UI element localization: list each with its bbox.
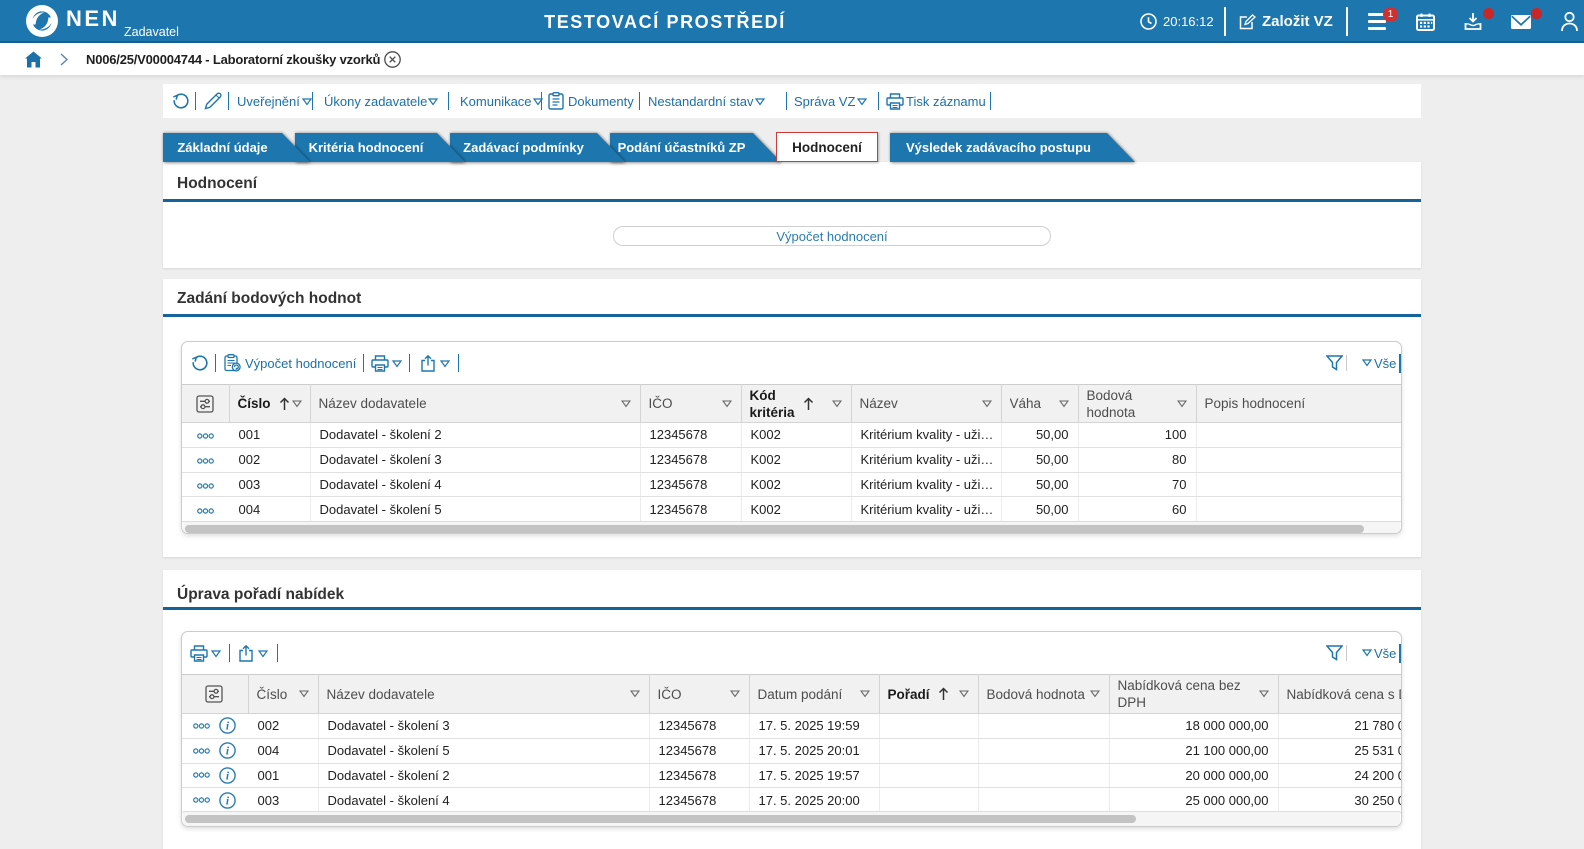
svg-text:i: i	[226, 770, 230, 782]
svg-text:i: i	[226, 795, 230, 807]
svg-text:i: i	[226, 721, 230, 733]
svg-text:i: i	[226, 746, 230, 758]
